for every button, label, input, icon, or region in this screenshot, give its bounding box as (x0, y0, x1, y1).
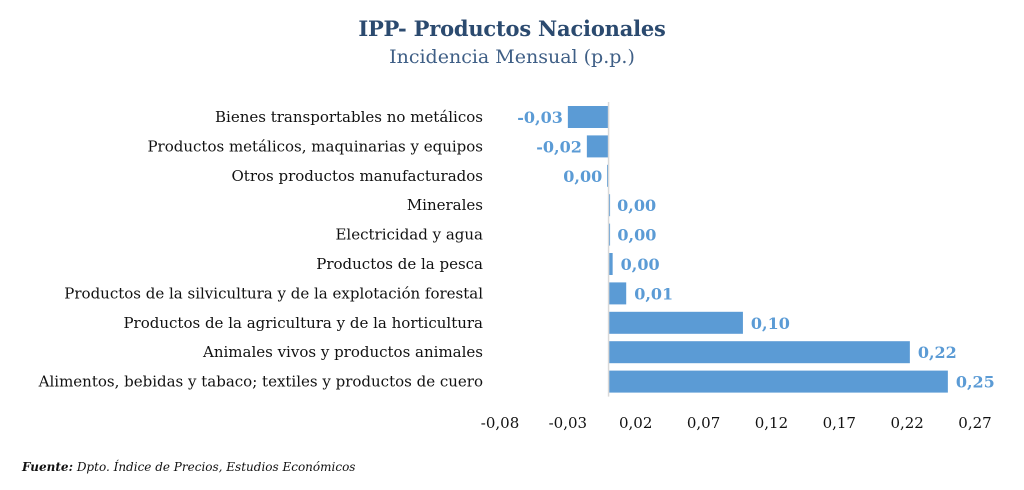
chart-title: IPP- Productos Nacionales (358, 16, 666, 41)
x-tick-label: 0,07 (687, 414, 720, 432)
x-tick-label: 0,27 (958, 414, 991, 432)
category-label: Minerales (407, 196, 483, 214)
data-label: 0,01 (634, 284, 673, 303)
data-label: 0,10 (751, 314, 790, 333)
bar (608, 253, 613, 275)
x-tick-label: 0,12 (755, 414, 788, 432)
category-label: Productos de la pesca (316, 255, 483, 273)
x-tick-label: -0,03 (549, 414, 587, 432)
category-label: Animales vivos y productos animales (202, 343, 483, 361)
bar (608, 341, 910, 364)
data-label: 0,22 (918, 343, 957, 362)
category-label: Otros productos manufacturados (232, 167, 484, 185)
data-label: 0,25 (956, 373, 995, 392)
x-tick-label: 0,17 (823, 414, 856, 432)
bar (586, 135, 609, 158)
x-tick-label: 0,02 (619, 414, 652, 432)
category-label: Electricidad y agua (335, 226, 483, 244)
source-prefix: Fuente: (22, 460, 73, 474)
category-label: Productos de la silvicultura y de la exp… (64, 284, 483, 302)
data-label: 0,00 (617, 226, 656, 245)
bar (567, 106, 609, 128)
category-label: Alimentos, bebidas y tabaco; textiles y … (38, 373, 483, 391)
category-label: Productos metálicos, maquinarias y equip… (147, 137, 483, 155)
bar (608, 370, 948, 393)
category-label: Bienes transportables no metálicos (215, 108, 483, 126)
source-text: Dpto. Índice de Precios, Estudios Económ… (73, 460, 356, 474)
data-label: 0,00 (621, 255, 660, 274)
chart-subtitle: Incidencia Mensual (p.p.) (389, 46, 635, 68)
bar (608, 282, 627, 305)
data-label: -0,03 (517, 108, 563, 127)
x-tick-label: 0,22 (890, 414, 923, 432)
data-label: 0,00 (563, 167, 602, 186)
category-label: Productos de la agricultura y de la hort… (123, 314, 483, 332)
bar (608, 311, 743, 334)
source-note: Fuente: Dpto. Índice de Precios, Estudio… (22, 460, 355, 474)
data-label: -0,02 (536, 137, 582, 156)
data-label: 0,00 (617, 196, 656, 215)
x-tick-label: -0,08 (481, 414, 519, 432)
